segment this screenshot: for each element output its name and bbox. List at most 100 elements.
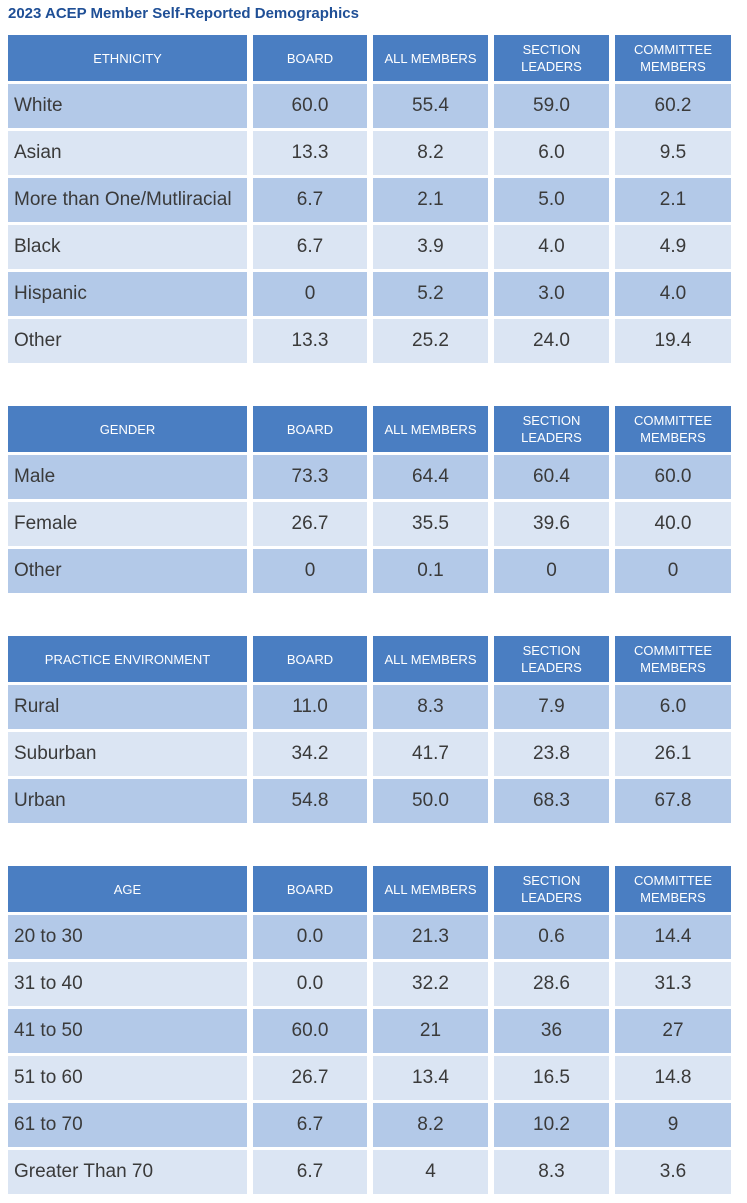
- row-label: Rural: [8, 685, 247, 729]
- value-cell: 68.3: [494, 779, 609, 823]
- header-text: ALL MEMBERS: [384, 421, 477, 437]
- value-cell: 8.3: [373, 685, 488, 729]
- header-text: SECTION LEADERS: [521, 643, 582, 675]
- value-cell: 34.2: [253, 732, 367, 776]
- value-cell: 3.0: [494, 272, 609, 316]
- header-cell: BOARD: [253, 636, 367, 682]
- row-label: 51 to 60: [8, 1056, 247, 1100]
- header-cell: COMMITTEE MEMBERS: [615, 866, 731, 912]
- value-cell: 40.0: [615, 502, 731, 546]
- value-cell: 0: [253, 549, 367, 593]
- value-cell: 64.4: [373, 455, 488, 499]
- value-cell: 0.0: [253, 915, 367, 959]
- value-cell: 7.9: [494, 685, 609, 729]
- row-label: Other: [8, 319, 247, 363]
- value-cell: 59.0: [494, 84, 609, 128]
- header-cell: ALL MEMBERS: [373, 636, 488, 682]
- value-cell: 55.4: [373, 84, 488, 128]
- value-cell: 14.4: [615, 915, 731, 959]
- header-text: ETHNICITY: [93, 50, 162, 66]
- row-label: Greater Than 70: [8, 1150, 247, 1194]
- value-cell: 11.0: [253, 685, 367, 729]
- value-cell: 60.0: [615, 455, 731, 499]
- value-cell: 3.6: [615, 1150, 731, 1194]
- header-text: COMMITTEE MEMBERS: [634, 643, 712, 675]
- header-text: SECTION LEADERS: [521, 42, 582, 74]
- header-cell: COMMITTEE MEMBERS: [615, 35, 731, 81]
- value-cell: 73.3: [253, 455, 367, 499]
- header-cell: BOARD: [253, 35, 367, 81]
- value-cell: 31.3: [615, 962, 731, 1006]
- row-label: Other: [8, 549, 247, 593]
- value-cell: 5.2: [373, 272, 488, 316]
- header-cell: PRACTICE ENVIRONMENT: [8, 636, 247, 682]
- header-text: COMMITTEE MEMBERS: [634, 873, 712, 905]
- header-cell: COMMITTEE MEMBERS: [615, 406, 731, 452]
- row-label: Hispanic: [8, 272, 247, 316]
- value-cell: 14.8: [615, 1056, 731, 1100]
- header-text: SECTION LEADERS: [521, 413, 582, 445]
- value-cell: 6.7: [253, 225, 367, 269]
- row-label: Asian: [8, 131, 247, 175]
- header-cell: ETHNICITY: [8, 35, 247, 81]
- value-cell: 26.7: [253, 502, 367, 546]
- header-text: COMMITTEE MEMBERS: [634, 413, 712, 445]
- row-label: Urban: [8, 779, 247, 823]
- value-cell: 19.4: [615, 319, 731, 363]
- row-label: Black: [8, 225, 247, 269]
- value-cell: 6.7: [253, 1103, 367, 1147]
- value-cell: 4.0: [615, 272, 731, 316]
- value-cell: 13.4: [373, 1056, 488, 1100]
- value-cell: 21: [373, 1009, 488, 1053]
- row-label: White: [8, 84, 247, 128]
- value-cell: 6.0: [615, 685, 731, 729]
- value-cell: 4.0: [494, 225, 609, 269]
- table: PRACTICE ENVIRONMENT BOARD ALL MEMBERS SECT…: [8, 636, 731, 823]
- header-cell: COMMITTEE MEMBERS: [615, 636, 731, 682]
- value-cell: 26.1: [615, 732, 731, 776]
- value-cell: 4: [373, 1150, 488, 1194]
- header-cell: SECTION LEADERS: [494, 866, 609, 912]
- header-text: ALL MEMBERS: [384, 651, 477, 667]
- header-cell: SECTION LEADERS: [494, 636, 609, 682]
- value-cell: 2.1: [615, 178, 731, 222]
- header-text: PRACTICE ENVIRONMENT: [44, 651, 211, 667]
- value-cell: 54.8: [253, 779, 367, 823]
- value-cell: 6.7: [253, 1150, 367, 1194]
- value-cell: 13.3: [253, 319, 367, 363]
- value-cell: 0.6: [494, 915, 609, 959]
- row-label: Male: [8, 455, 247, 499]
- table: GENDER BOARD ALL MEMBERS SECTION LEADERS COM…: [8, 406, 731, 593]
- value-cell: 41.7: [373, 732, 488, 776]
- value-cell: 8.3: [494, 1150, 609, 1194]
- header-cell: BOARD: [253, 866, 367, 912]
- row-label: More than One/Mutliracial: [8, 178, 247, 222]
- value-cell: 0.1: [373, 549, 488, 593]
- value-cell: 50.0: [373, 779, 488, 823]
- row-label: Female: [8, 502, 247, 546]
- header-cell: ALL MEMBERS: [373, 866, 488, 912]
- row-label: 20 to 30: [8, 915, 247, 959]
- value-cell: 32.2: [373, 962, 488, 1006]
- value-cell: 67.8: [615, 779, 731, 823]
- header-cell: GENDER: [8, 406, 247, 452]
- value-cell: 16.5: [494, 1056, 609, 1100]
- value-cell: 8.2: [373, 1103, 488, 1147]
- value-cell: 0: [253, 272, 367, 316]
- value-cell: 0: [615, 549, 731, 593]
- row-label: 61 to 70: [8, 1103, 247, 1147]
- header-text: SECTION LEADERS: [521, 873, 582, 905]
- header-text: ALL MEMBERS: [384, 881, 477, 897]
- value-cell: 3.9: [373, 225, 488, 269]
- value-cell: 2.1: [373, 178, 488, 222]
- value-cell: 0: [494, 549, 609, 593]
- header-text: BOARD: [286, 651, 334, 667]
- value-cell: 24.0: [494, 319, 609, 363]
- header-text: BOARD: [286, 421, 334, 437]
- table: ETHNICITY BOARD ALL MEMBERS SECTION LEADERS…: [8, 35, 731, 363]
- table: AGE BOARD ALL MEMBERS SECTION LEADERS COMMIT…: [8, 866, 731, 1194]
- value-cell: 0.0: [253, 962, 367, 1006]
- value-cell: 28.6: [494, 962, 609, 1006]
- header-cell: ALL MEMBERS: [373, 406, 488, 452]
